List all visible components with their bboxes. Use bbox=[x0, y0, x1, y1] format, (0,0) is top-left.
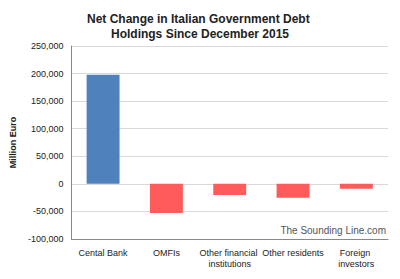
svg-text:0: 0 bbox=[58, 179, 63, 189]
svg-text:Holdings Since December 2015: Holdings Since December 2015 bbox=[111, 27, 289, 41]
svg-text:Net Change in Italian Governme: Net Change in Italian Government Debt bbox=[87, 12, 313, 26]
svg-text:250,000: 250,000 bbox=[31, 41, 64, 51]
svg-text:200,000: 200,000 bbox=[31, 69, 64, 79]
svg-text:Other financial: Other financial bbox=[199, 248, 260, 258]
svg-text:-50,000: -50,000 bbox=[33, 206, 64, 216]
svg-text:Foreign: Foreign bbox=[340, 248, 373, 258]
svg-text:OMFIs: OMFIs bbox=[153, 248, 180, 258]
svg-text:Other residents: Other residents bbox=[262, 248, 324, 258]
svg-text:investors: investors bbox=[338, 259, 375, 269]
svg-text:150,000: 150,000 bbox=[31, 96, 64, 106]
svg-text:Cental Bank: Cental Bank bbox=[79, 248, 129, 258]
svg-text:-100,000: -100,000 bbox=[28, 234, 64, 244]
svg-text:Million Euro: Million Euro bbox=[8, 116, 18, 168]
svg-text:100,000: 100,000 bbox=[31, 124, 64, 134]
svg-text:50,000: 50,000 bbox=[36, 151, 64, 161]
svg-text:institutions: institutions bbox=[208, 259, 251, 269]
svg-text:The Sounding Line.com: The Sounding Line.com bbox=[280, 225, 386, 236]
